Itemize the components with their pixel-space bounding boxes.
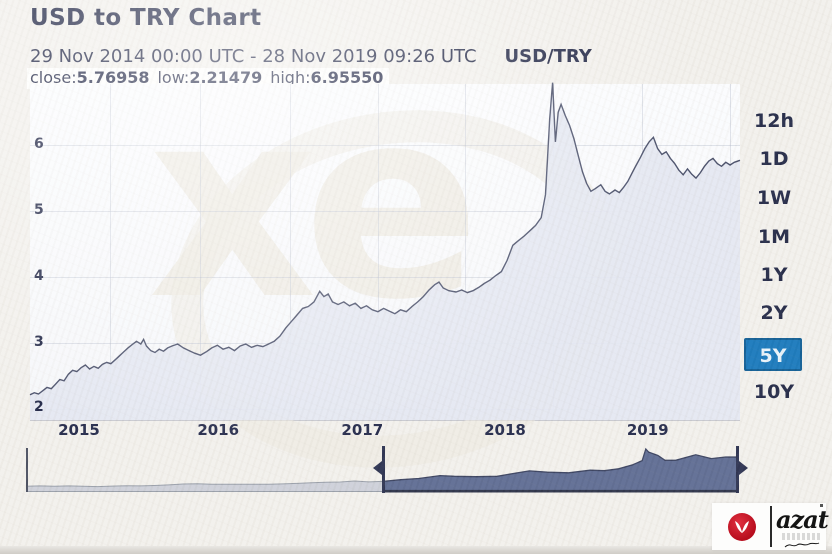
vertical-gridline — [199, 84, 201, 420]
vertical-gridline — [110, 84, 112, 420]
navigator-left-handle[interactable] — [372, 446, 385, 493]
page-title: USD to TRY Chart — [30, 5, 262, 31]
horizontal-gridline — [30, 276, 740, 278]
x-axis-tick-label: 2016 — [197, 421, 240, 439]
x-axis-tick-label: 2015 — [58, 421, 100, 439]
y-axis-tick-label: 2 — [34, 399, 44, 416]
range-button-10y[interactable]: 10Y — [753, 381, 795, 403]
azat-logo: azat — [712, 503, 829, 550]
navigator-track[interactable] — [26, 446, 748, 497]
navigator-right-handle[interactable] — [735, 446, 748, 493]
vertical-gridline — [465, 84, 467, 420]
vertical-gridline — [377, 84, 379, 420]
y-axis-tick-label: 3 — [34, 333, 44, 350]
range-button-2y[interactable]: 2Y — [760, 302, 788, 324]
y-axis-tick-label: 5 — [34, 202, 44, 219]
x-axis-tick-label: 2017 — [341, 421, 384, 439]
x-axis-tick-label: 2018 — [484, 421, 526, 439]
vertical-gridline — [289, 84, 291, 420]
azat-logo-icon — [728, 513, 756, 541]
range-button-12h[interactable]: 12h — [754, 110, 794, 132]
tulip-v-icon — [735, 521, 749, 533]
horizontal-gridline — [30, 145, 740, 147]
left-arrow-icon — [372, 461, 382, 475]
range-button-1m[interactable]: 1M — [757, 226, 791, 248]
brand-trademark-icon — [820, 504, 823, 507]
low-label: low: — [157, 68, 190, 87]
range-button-5y[interactable]: 5Y — [744, 338, 802, 371]
price-area-series — [29, 82, 741, 420]
right-arrow-icon — [738, 461, 748, 475]
horizontal-gridline — [30, 211, 740, 212]
range-selector: 12h 1D 1W 1M 1Y 2Y 5Y 10Y — [742, 0, 806, 420]
navigator-left-border — [26, 448, 28, 492]
x-axis-tick-label: 2019 — [626, 421, 669, 439]
ohlc-stats: close:5.76958 low:2.21479 high:6.95550 — [27, 68, 390, 89]
y-axis-tick-label: 4 — [34, 267, 44, 284]
range-button-1d[interactable]: 1D — [759, 148, 789, 170]
date-range-subtitle: 29 Nov 2014 00:00 UTC - 28 Nov 2019 09:2… — [30, 46, 592, 67]
close-label: close: — [30, 68, 77, 87]
currency-pair-label: USD/TRY — [504, 46, 592, 67]
high-label: high: — [270, 68, 311, 87]
logo-divider — [770, 506, 772, 547]
brand-subtext — [782, 533, 822, 540]
date-range: 29 Nov 2014 00:00 UTC - 28 Nov 2019 09:2… — [30, 46, 477, 67]
range-button-1y[interactable]: 1Y — [760, 264, 788, 286]
high-value: 6.95550 — [310, 68, 384, 87]
x-axis: 2015 2016 2017 2018 2019 — [30, 421, 740, 439]
navigator-series — [26, 447, 737, 493]
close-value: 5.76958 — [76, 68, 150, 87]
brand-signature-icon — [784, 542, 820, 548]
y-axis-tick-label: 6 — [34, 136, 44, 153]
low-value: 2.21479 — [189, 68, 263, 87]
page-bottom-edge — [0, 546, 832, 554]
brand-name: azat — [776, 505, 829, 534]
range-button-1w[interactable]: 1W — [756, 187, 792, 209]
